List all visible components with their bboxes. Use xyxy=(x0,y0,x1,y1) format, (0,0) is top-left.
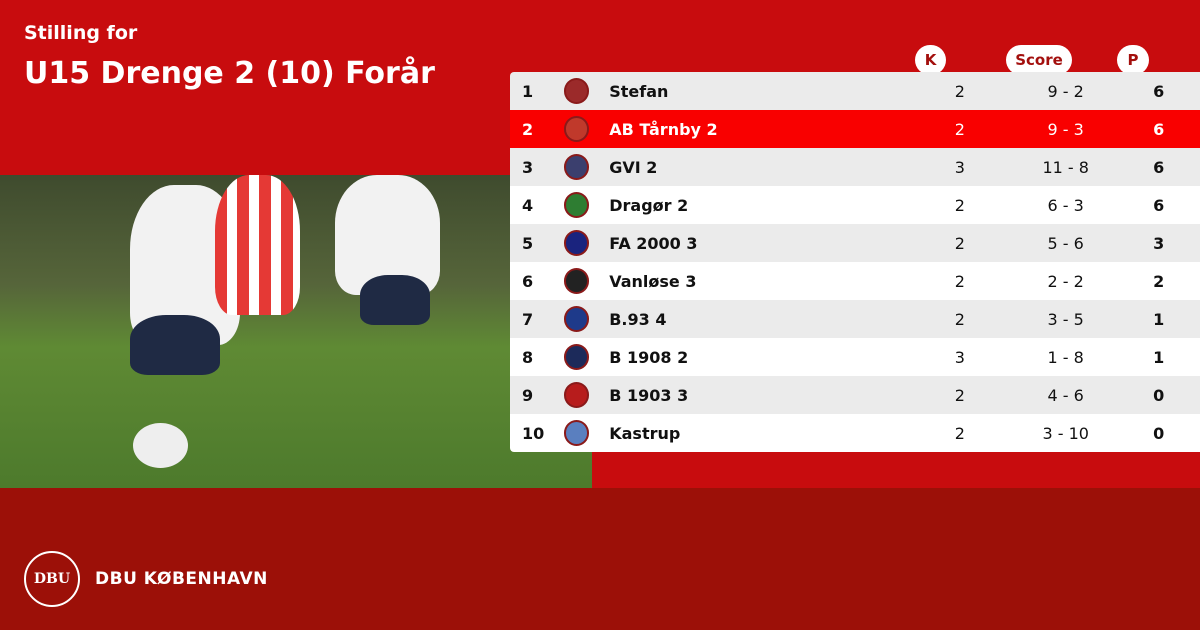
matches-played: 2 xyxy=(954,423,965,443)
position: 6 xyxy=(522,271,534,291)
points: 6 xyxy=(1153,157,1165,177)
matches-played: 3 xyxy=(954,347,965,367)
team-logo-icon xyxy=(563,230,590,256)
position: 10 xyxy=(522,423,545,443)
dbu-emblem-logo: DBU xyxy=(24,551,80,607)
table-row[interactable]: 10 Kastrup 2 3 - 10 0 xyxy=(510,414,1200,452)
team-name: GVI 2 xyxy=(609,157,658,177)
position: 7 xyxy=(522,309,534,329)
points: 0 xyxy=(1153,423,1165,443)
goal-score: 5 - 6 xyxy=(1047,233,1084,253)
team-name: FA 2000 3 xyxy=(609,233,698,253)
column-header-k: K xyxy=(915,45,946,75)
points: 6 xyxy=(1153,81,1165,101)
table-row[interactable]: 8 B 1908 2 3 1 - 8 1 xyxy=(510,338,1200,376)
goal-score: 3 - 5 xyxy=(1047,309,1084,329)
matches-played: 2 xyxy=(954,385,965,405)
matches-played: 3 xyxy=(954,157,965,177)
matches-played: 2 xyxy=(954,195,965,215)
team-name: Dragør 2 xyxy=(609,195,689,215)
table-row[interactable]: 6 Vanløse 3 2 2 - 2 2 xyxy=(510,262,1200,300)
table-row[interactable]: 2 AB Tårnby 2 2 9 - 3 6 xyxy=(510,110,1200,148)
team-name: Vanløse 3 xyxy=(609,271,697,291)
team-name: Kastrup xyxy=(609,423,681,443)
points: 6 xyxy=(1153,195,1165,215)
goal-score: 9 - 3 xyxy=(1047,119,1084,139)
column-header-p: P xyxy=(1117,45,1149,75)
table-row[interactable]: 4 Dragør 2 2 6 - 3 6 xyxy=(510,186,1200,224)
table-row[interactable]: 3 GVI 2 3 11 - 8 6 xyxy=(510,148,1200,186)
goal-score: 1 - 8 xyxy=(1047,347,1084,367)
table-row[interactable]: 9 B 1903 3 2 4 - 6 0 xyxy=(510,376,1200,414)
team-logo-icon xyxy=(563,344,590,370)
points: 0 xyxy=(1153,385,1165,405)
position: 9 xyxy=(522,385,534,405)
matches-played: 2 xyxy=(954,271,965,291)
points: 3 xyxy=(1153,233,1165,253)
team-logo-icon xyxy=(563,268,590,294)
page-subtitle: Stilling for xyxy=(24,22,138,44)
table-row[interactable]: 5 FA 2000 3 2 5 - 6 3 xyxy=(510,224,1200,262)
team-logo-icon xyxy=(563,382,590,408)
matches-played: 2 xyxy=(954,309,965,329)
goal-score: 6 - 3 xyxy=(1047,195,1084,215)
points: 6 xyxy=(1153,119,1165,139)
points: 1 xyxy=(1153,309,1165,329)
position: 2 xyxy=(522,119,534,139)
table-row[interactable]: 7 B.93 4 2 3 - 5 1 xyxy=(510,300,1200,338)
points: 1 xyxy=(1153,347,1165,367)
matches-played: 2 xyxy=(954,233,965,253)
team-logo-icon xyxy=(563,154,590,180)
org-name: DBU KØBENHAVN xyxy=(95,569,268,589)
page-title: U15 Drenge 2 (10) Forår xyxy=(24,56,435,91)
team-logo-icon xyxy=(563,306,590,332)
goal-score: 9 - 2 xyxy=(1047,81,1084,101)
points: 2 xyxy=(1153,271,1165,291)
team-name: AB Tårnby 2 xyxy=(609,119,718,139)
goal-score: 4 - 6 xyxy=(1047,385,1084,405)
team-name: B 1908 2 xyxy=(609,347,689,367)
position: 5 xyxy=(522,233,534,253)
table-row[interactable]: 1 Stefan 2 9 - 2 6 xyxy=(510,72,1200,110)
position: 8 xyxy=(522,347,534,367)
football-photo xyxy=(0,175,592,488)
position: 4 xyxy=(522,195,534,215)
position: 3 xyxy=(522,157,534,177)
team-logo-icon xyxy=(563,78,590,104)
goal-score: 3 - 10 xyxy=(1042,423,1089,443)
goal-score: 2 - 2 xyxy=(1047,271,1084,291)
goal-score: 11 - 8 xyxy=(1042,157,1089,177)
team-name: B 1903 3 xyxy=(609,385,689,405)
matches-played: 2 xyxy=(954,81,965,101)
matches-played: 2 xyxy=(954,119,965,139)
position: 1 xyxy=(522,81,534,101)
team-logo-icon xyxy=(563,420,590,446)
team-name: Stefan xyxy=(609,81,669,101)
column-header-score: Score xyxy=(1006,45,1072,75)
team-name: B.93 4 xyxy=(609,309,667,329)
team-logo-icon xyxy=(563,192,590,218)
team-logo-icon xyxy=(563,116,590,142)
